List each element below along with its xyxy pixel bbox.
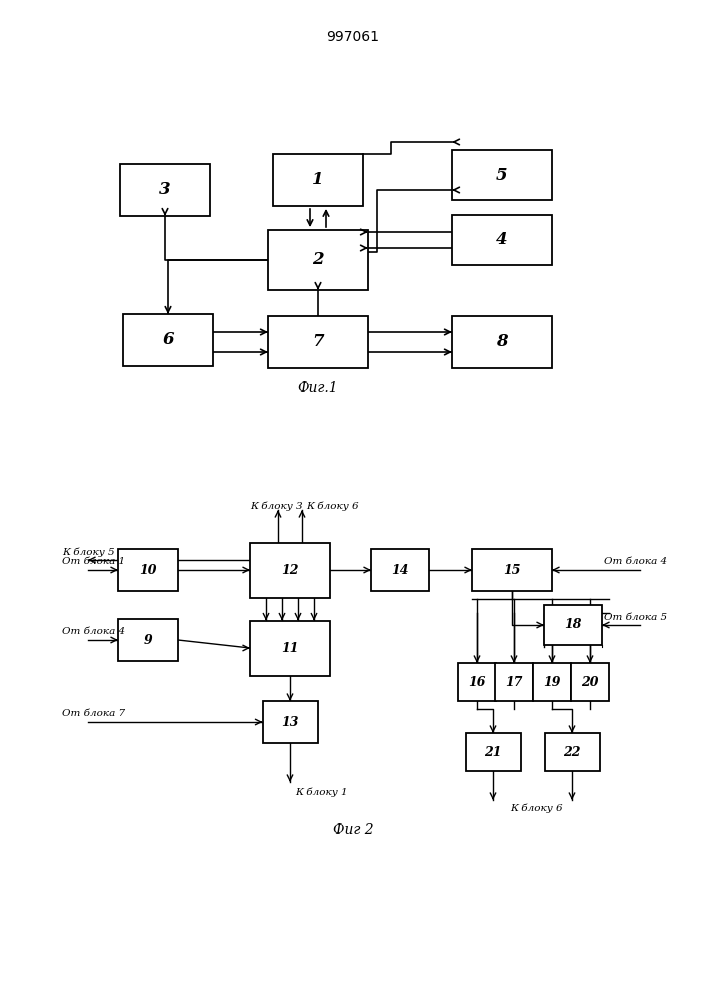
Text: 1: 1 [312,172,324,188]
Bar [118,619,178,661]
Bar [452,150,552,200]
Text: 13: 13 [281,716,299,728]
Text: От блока 1: От блока 1 [62,558,125,566]
Bar [533,663,571,701]
Bar [571,663,609,701]
Text: 12: 12 [281,564,299,576]
Text: 16: 16 [468,676,486,688]
Bar [452,215,552,265]
Text: 22: 22 [563,746,580,758]
Bar [371,549,429,591]
Text: К блоку 1: К блоку 1 [295,787,348,797]
Text: 8: 8 [496,334,508,351]
Text: Фиг 2: Фиг 2 [333,823,373,837]
Bar [458,663,496,701]
Bar [452,316,552,368]
Text: От блока 5: От блока 5 [604,612,667,621]
Text: 11: 11 [281,642,299,654]
Text: 7: 7 [312,334,324,351]
Text: 9: 9 [144,634,153,647]
Bar [262,701,317,743]
Text: 17: 17 [506,676,522,688]
Bar [250,542,330,597]
Text: К блоку 3: К блоку 3 [250,501,303,511]
Bar [268,230,368,290]
Text: 5: 5 [496,166,508,184]
Text: 4: 4 [496,232,508,248]
Bar [465,733,520,771]
Text: 15: 15 [503,564,521,576]
Bar [472,549,552,591]
Text: 19: 19 [543,676,561,688]
Text: 18: 18 [564,618,582,632]
Text: 3: 3 [159,182,171,198]
Bar [495,663,533,701]
Text: К блоку 6: К блоку 6 [510,803,563,813]
Bar [120,164,210,216]
Bar [544,605,602,645]
Text: 21: 21 [484,746,502,758]
Text: К блоку 5: К блоку 5 [62,547,115,557]
Text: От блока 7: От блока 7 [62,710,125,718]
Text: К блоку 6: К блоку 6 [306,501,358,511]
Bar [250,620,330,676]
Text: От блока 4: От блока 4 [604,558,667,566]
Text: 20: 20 [581,676,599,688]
Text: 6: 6 [162,332,174,349]
Text: 10: 10 [139,564,157,576]
Bar [273,154,363,206]
Bar [123,314,213,366]
Bar [268,316,368,368]
Bar [544,733,600,771]
Text: 997061: 997061 [327,30,380,44]
Text: 2: 2 [312,251,324,268]
Text: От блока 4: От блока 4 [62,628,125,637]
Text: 14: 14 [391,564,409,576]
Bar [118,549,178,591]
Text: Фиг.1: Фиг.1 [298,381,339,395]
